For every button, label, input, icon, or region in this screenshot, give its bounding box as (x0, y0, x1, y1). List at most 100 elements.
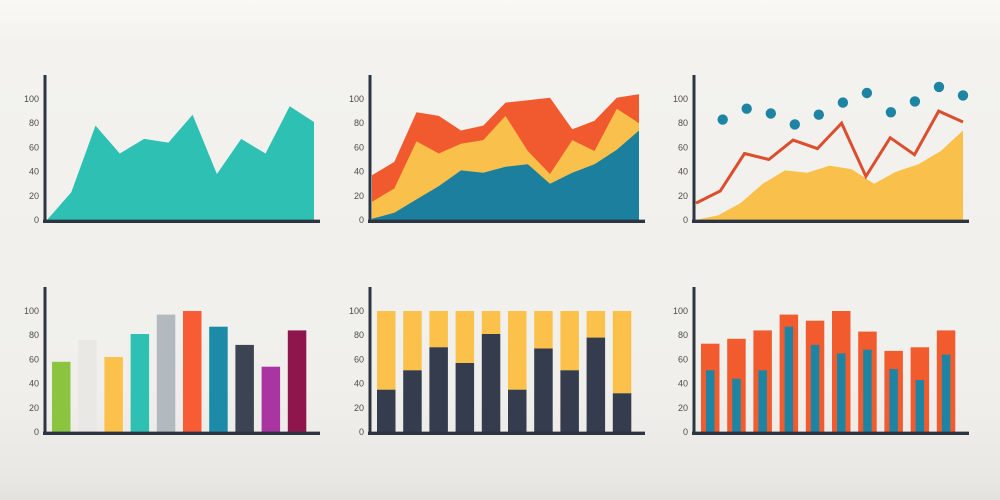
y-tick-label: 60 (678, 142, 688, 152)
y-tick-label: 80 (354, 330, 364, 340)
y-tick-label: 20 (678, 403, 688, 413)
y-tick-label: 20 (29, 403, 39, 413)
y-tick-label: 100 (673, 94, 688, 104)
y-tick-label: 40 (678, 167, 688, 177)
dark-segment-bar (455, 363, 475, 433)
y-tick-label: 60 (29, 142, 39, 152)
yellow-segment-bar (403, 311, 422, 371)
yellow-segment-bar (534, 311, 553, 349)
chart-stacked-bars: 0 20 40 60 80 100 (345, 281, 655, 451)
y-tick-label: 20 (678, 191, 688, 201)
chart-stacked-area: 0 20 40 60 80 100 (345, 69, 655, 239)
y-tick-label: 40 (354, 167, 364, 177)
chart-multicolor-bars-svg: 0 20 40 60 80 100 (24, 287, 320, 437)
chart-stacked-bars-svg: 0 20 40 60 80 100 (349, 287, 645, 437)
teal-dots-dot (957, 90, 969, 101)
y-tick-label: 0 (359, 215, 364, 225)
yellow-segment-bar (586, 311, 606, 338)
bar (156, 314, 176, 433)
chart-multicolor-bars: 0 20 40 60 80 100 (20, 281, 330, 451)
yellow-segment-bar (429, 311, 448, 348)
y-tick-label: 80 (29, 330, 39, 340)
yellow-segment-bar (508, 311, 527, 390)
bar (78, 340, 97, 433)
dark-segment-bar (586, 337, 606, 433)
yellow-segment-bar (612, 311, 632, 394)
teal-area-shape (47, 106, 314, 221)
red-line-shape (695, 109, 964, 205)
teal-dots-dot (837, 97, 849, 108)
teal-bar (889, 369, 898, 433)
teal-bar (837, 353, 846, 433)
yellow-segment-bar (481, 311, 501, 334)
yellow-segment-bar (377, 311, 396, 390)
chart-overlay-bars-svg: 0 20 40 60 80 100 (673, 287, 969, 437)
y-tick-label: 100 (349, 94, 364, 104)
dark-segment-bar (534, 348, 553, 433)
dark-segment-bar (403, 370, 422, 433)
y-tick-label: 60 (354, 354, 364, 364)
y-tick-label: 20 (354, 403, 364, 413)
teal-bar (784, 326, 794, 433)
y-tick-label: 0 (34, 215, 39, 225)
y-tick-label: 40 (354, 379, 364, 389)
teal-bar (758, 370, 767, 433)
dark-segment-bar (377, 389, 396, 433)
y-tick-label: 60 (29, 354, 39, 364)
y-tick-label: 20 (354, 191, 364, 201)
y-tick-label: 40 (29, 167, 39, 177)
teal-bar (915, 380, 925, 433)
y-tick-label: 0 (683, 427, 688, 437)
y-tick-label: 0 (359, 427, 364, 437)
chart-teal-area-svg: 0 20 40 60 80 100 (24, 75, 320, 225)
y-tick-label: 80 (354, 118, 364, 128)
yellow-segment-bar (455, 311, 475, 363)
bar (209, 326, 228, 433)
y-tick-label: 100 (24, 306, 39, 316)
bar (287, 330, 307, 433)
bar (261, 366, 281, 433)
teal-dots-dot (789, 119, 800, 130)
chart-stacked-area-svg: 0 20 40 60 80 100 (349, 75, 645, 225)
y-tick-label: 80 (678, 118, 688, 128)
bar (52, 361, 71, 433)
y-tick-label: 60 (354, 142, 364, 152)
teal-dots-dot (933, 81, 945, 93)
teal-dots-dot (717, 114, 728, 125)
dark-segment-bar (429, 347, 448, 433)
teal-dots-dot (765, 108, 776, 119)
bar (183, 311, 202, 433)
chart-teal-area: 0 20 40 60 80 100 (20, 69, 330, 239)
chart-line-dots-area-svg: 0 20 40 60 80 100 (673, 75, 969, 225)
y-tick-label: 100 (673, 306, 688, 316)
dark-segment-bar (612, 393, 632, 433)
teal-bar (863, 349, 872, 433)
y-tick-label: 40 (29, 379, 39, 389)
bar (104, 357, 123, 433)
teal-dots-dot (861, 87, 873, 99)
teal-dots-dot (741, 103, 752, 114)
teal-bar (941, 354, 951, 433)
teal-area-shape (372, 130, 639, 221)
teal-bar (732, 378, 741, 433)
chart-line-dots-area: 0 20 40 60 80 100 (669, 69, 979, 239)
y-tick-label: 100 (349, 306, 364, 316)
teal-dots-dot (813, 109, 824, 120)
y-tick-label: 100 (24, 94, 39, 104)
y-tick-label: 40 (678, 379, 688, 389)
y-tick-label: 0 (34, 427, 39, 437)
y-tick-label: 0 (683, 215, 688, 225)
teal-bar (810, 344, 820, 433)
teal-bar (706, 370, 715, 433)
y-tick-label: 20 (29, 191, 39, 201)
teal-dots-dot (885, 107, 897, 118)
dark-segment-bar (508, 389, 527, 433)
y-tick-label: 80 (678, 330, 688, 340)
teal-dots-dot (909, 96, 921, 107)
bar (235, 344, 254, 433)
bar (130, 334, 150, 433)
y-tick-label: 60 (678, 354, 688, 364)
yellow-area-shape (696, 130, 963, 221)
dark-segment-bar (481, 334, 501, 433)
